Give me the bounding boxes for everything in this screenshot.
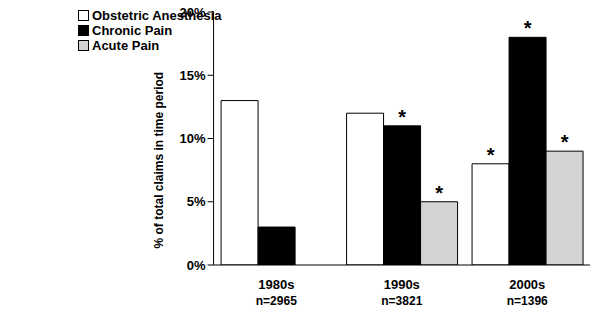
- svg-text:1980s: 1980s: [258, 277, 294, 292]
- svg-text:15%: 15%: [180, 68, 206, 83]
- svg-text:*: *: [398, 106, 406, 128]
- svg-text:1990s: 1990s: [384, 277, 420, 292]
- svg-text:20%: 20%: [180, 5, 206, 20]
- svg-text:% of total claims in time peri: % of total claims in time period: [152, 72, 166, 249]
- svg-text:*: *: [524, 17, 532, 39]
- svg-text:0%: 0%: [187, 258, 206, 273]
- svg-text:n=1396: n=1396: [507, 294, 548, 308]
- svg-text:n=2965: n=2965: [256, 294, 297, 308]
- svg-text:*: *: [487, 144, 495, 166]
- svg-text:*: *: [435, 182, 443, 204]
- svg-text:n=3821: n=3821: [381, 294, 422, 308]
- svg-text:2000s: 2000s: [509, 277, 545, 292]
- svg-text:*: *: [561, 131, 569, 153]
- svg-text:5%: 5%: [187, 194, 206, 209]
- svg-text:10%: 10%: [180, 131, 206, 146]
